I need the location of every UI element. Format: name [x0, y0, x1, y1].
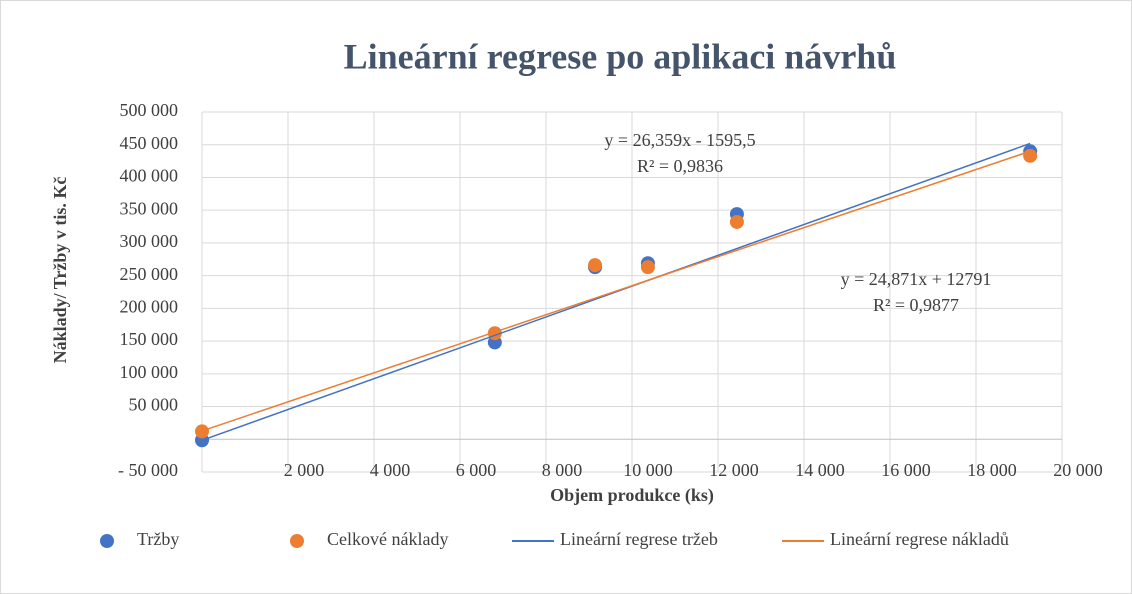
x-tick-label: 20 000	[1053, 460, 1103, 480]
trend-line	[201, 150, 1031, 432]
annotation: R² = 0,9836	[637, 156, 723, 176]
y-tick-label: 350 000	[120, 198, 179, 218]
x-tick-label: 4 000	[370, 460, 411, 480]
chart-title: Lineární regrese po aplikaci návrhů	[344, 36, 897, 76]
x-tick-label: 18 000	[967, 460, 1017, 480]
x-tick-label: 14 000	[795, 460, 845, 480]
y-tick-label: 100 000	[120, 362, 179, 382]
x-tick-label: 10 000	[623, 460, 673, 480]
x-tick-label: 16 000	[881, 460, 931, 480]
legend-swatch	[100, 534, 114, 548]
x-tick-label: 12 000	[709, 460, 759, 480]
y-tick-label: 450 000	[120, 133, 179, 153]
point	[729, 214, 744, 229]
y-tick-label: 250 000	[120, 264, 179, 284]
point	[640, 260, 655, 275]
y-tick-label: 150 000	[120, 329, 179, 349]
y-tick-label: - 50 000	[118, 460, 178, 480]
annotation: y = 24,871x + 12791	[841, 269, 992, 289]
y-tick-label: 500 000	[120, 100, 179, 120]
y-axis-title: Náklady/ Tržby v tis. Kč	[50, 177, 70, 364]
x-tick-label: 6 000	[456, 460, 497, 480]
x-tick-label: 2 000	[284, 460, 325, 480]
point	[1023, 148, 1038, 163]
legend-swatch	[290, 534, 304, 548]
legend-label: Tržby	[137, 529, 179, 549]
legend-label: Lineární regrese tržeb	[560, 529, 718, 549]
y-tick-label: 300 000	[120, 231, 179, 251]
y-tick-label: 200 000	[120, 296, 179, 316]
y-tick-label: 400 000	[120, 166, 179, 186]
point	[588, 258, 603, 273]
x-axis-title: Objem produkce (ks)	[550, 485, 714, 506]
legend-label: Lineární regrese nákladů	[830, 529, 1009, 549]
y-tick-label: 50 000	[129, 395, 179, 415]
annotation: y = 26,359x - 1595,5	[604, 130, 755, 150]
point	[195, 424, 209, 439]
annotation: R² = 0,9877	[873, 295, 959, 315]
legend-label: Celkové náklady	[327, 529, 448, 549]
x-tick-label: 8 000	[542, 460, 583, 480]
